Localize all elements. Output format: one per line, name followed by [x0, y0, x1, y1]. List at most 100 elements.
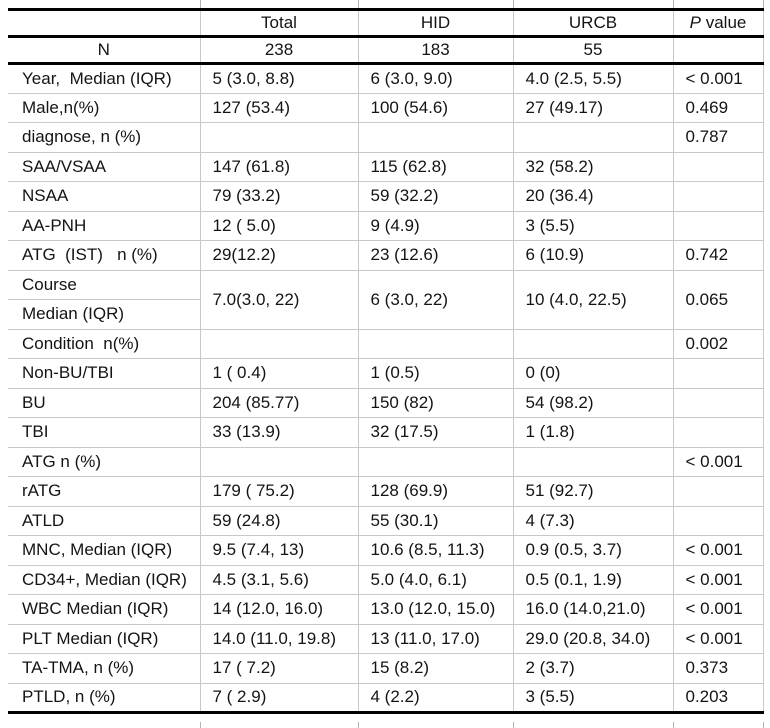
cell-hid: 1 (0.5)	[357, 358, 513, 389]
cell-hid: 23 (12.6)	[357, 240, 513, 271]
table-row: Year, Median (IQR) 5 (3.0, 8.8) 6 (3.0, 9.…	[8, 63, 764, 94]
cell-urcb: 0.9 (0.5, 3.7)	[512, 535, 673, 566]
cell-p-value: 0.065	[672, 270, 764, 330]
row-label-cell: PLT Median (IQR)	[8, 624, 200, 654]
cell-urcb: 4.0 (2.5, 5.5)	[512, 63, 673, 94]
gridline-tick-top	[513, 0, 514, 8]
table-row: MNC, Median (IQR) 9.5 (7.4, 13) 10.6 (8.5,…	[8, 535, 764, 566]
cell-total: 14 (12.0, 16.0)	[199, 594, 358, 625]
cell-p-value: 0.002	[672, 329, 764, 359]
cell-total	[199, 447, 358, 477]
row-label-cell: ATG (IST) n (%)	[8, 240, 200, 271]
cell-urcb: 27 (49.17)	[512, 93, 673, 123]
table-row: ATG n (%) < 0.001	[8, 447, 764, 477]
gridline-tick-bottom	[200, 722, 201, 728]
cell-p-value: < 0.001	[672, 594, 764, 625]
table-row: NSAA 79 (33.2) 59 (32.2) 20 (36.4)	[8, 181, 764, 212]
cell-total: 5 (3.0, 8.8)	[199, 63, 358, 94]
cell-p-value: 0.373	[672, 653, 764, 684]
cell-p-value: < 0.001	[672, 63, 764, 94]
cell-total: 127 (53.4)	[199, 93, 358, 123]
cell-hid: 55 (30.1)	[357, 506, 513, 536]
gridline-tick-bottom	[513, 722, 514, 728]
cell-urcb	[512, 447, 673, 477]
cell-p-value: 0.203	[672, 683, 764, 713]
cell-total: 59 (24.8)	[199, 506, 358, 536]
table-body: Year, Median (IQR) 5 (3.0, 8.8) 6 (3.0, 9.…	[8, 63, 764, 713]
cell-urcb: 3 (5.5)	[512, 683, 673, 713]
cell-p-value	[672, 506, 764, 536]
gridline-tick-bottom	[673, 722, 674, 728]
p-value-italic-p: P	[689, 13, 701, 32]
cell-p-value: < 0.001	[672, 565, 764, 595]
cell-hid: 5.0 (4.0, 6.1)	[357, 565, 513, 595]
table-row: ATG (IST) n (%) 29(12.2) 23 (12.6) 6 (10.9)…	[8, 240, 764, 271]
n-total-cell: 238	[199, 36, 358, 65]
row-label-cell: TA-TMA, n (%)	[8, 653, 200, 684]
gridline-tick-bottom	[358, 722, 359, 728]
cell-total: 12 ( 5.0)	[199, 211, 358, 241]
table-row: Male,n(%) 127 (53.4) 100 (54.6) 27 (49.17) 0…	[8, 93, 764, 123]
gridline-tick-bottom	[763, 722, 764, 728]
row-label-cell: BU	[8, 388, 200, 418]
cell-total: 9.5 (7.4, 13)	[199, 535, 358, 566]
cell-p-value	[672, 181, 764, 212]
table-row: Median (IQR)	[8, 299, 763, 330]
table-row: Non-BU/TBI 1 ( 0.4) 1 (0.5) 0 (0)	[8, 358, 764, 389]
table-row: Course 7.0(3.0, 22) 6 (3.0, 22) 10 (4.0, 22…	[8, 270, 764, 330]
cell-urcb: 4 (7.3)	[512, 506, 673, 536]
cell-urcb: 20 (36.4)	[512, 181, 673, 212]
n-p-value-cell	[672, 36, 764, 65]
cell-total: 1 ( 0.4)	[199, 358, 358, 389]
cell-total: 79 (33.2)	[199, 181, 358, 212]
cell-p-value: 0.469	[672, 93, 764, 123]
gridline-tick-top	[358, 0, 359, 8]
cell-hid: 128 (69.9)	[357, 476, 513, 507]
cell-urcb	[512, 329, 673, 359]
cell-total: 7 ( 2.9)	[199, 683, 358, 713]
cell-total: 33 (13.9)	[199, 417, 358, 448]
cell-total: 4.5 (3.1, 5.6)	[199, 565, 358, 595]
table-row: SAA/VSAA 147 (61.8) 115 (62.8) 32 (58.2)	[8, 152, 764, 182]
cell-p-value	[672, 152, 764, 182]
header-hid: HID	[357, 9, 513, 38]
cell-total: 147 (61.8)	[199, 152, 358, 182]
cell-hid: 13.0 (12.0, 15.0)	[357, 594, 513, 625]
cell-hid: 32 (17.5)	[357, 417, 513, 448]
table-row: PTLD, n (%) 7 ( 2.9) 4 (2.2) 3 (5.5) 0.203	[8, 683, 764, 713]
table-row: ATLD 59 (24.8) 55 (30.1) 4 (7.3)	[8, 506, 764, 536]
cell-p-value: < 0.001	[672, 447, 764, 477]
cell-total: 204 (85.77)	[199, 388, 358, 418]
row-label-cell: NSAA	[8, 181, 200, 212]
cell-total: 17 ( 7.2)	[199, 653, 358, 684]
cell-urcb: 16.0 (14.0,21.0)	[512, 594, 673, 625]
table-row: TA-TMA, n (%) 17 ( 7.2) 15 (8.2) 2 (3.7) 0.3…	[8, 653, 764, 684]
cell-hid	[357, 329, 513, 359]
row-label-cell: AA-PNH	[8, 211, 200, 241]
cell-hid: 10.6 (8.5, 11.3)	[357, 535, 513, 566]
cell-total	[199, 122, 358, 153]
cell-total	[199, 329, 358, 359]
cell-hid: 13 (11.0, 17.0)	[357, 624, 513, 654]
cell-urcb: 2 (3.7)	[512, 653, 673, 684]
header-row: Total HID URCB P value	[8, 9, 764, 38]
cell-p-value	[672, 388, 764, 418]
cell-hid: 9 (4.9)	[357, 211, 513, 241]
cell-p-value: 0.742	[672, 240, 764, 271]
n-hid-cell: 183	[357, 36, 513, 65]
row-label-cell: Median (IQR)	[8, 299, 200, 330]
cell-hid	[357, 122, 513, 153]
cell-urcb: 32 (58.2)	[512, 152, 673, 182]
row-label-cell: rATG	[8, 476, 200, 507]
cell-urcb: 6 (10.9)	[512, 240, 673, 271]
cell-hid: 6 (3.0, 9.0)	[357, 63, 513, 94]
row-label-cell: MNC, Median (IQR)	[8, 535, 200, 566]
cell-total: 179 ( 75.2)	[199, 476, 358, 507]
header-blank-cell	[8, 9, 200, 38]
cell-urcb: 3 (5.5)	[512, 211, 673, 241]
table-row: TBI 33 (13.9) 32 (17.5) 1 (1.8)	[8, 417, 764, 448]
cell-hid: 15 (8.2)	[357, 653, 513, 684]
cell-hid: 150 (82)	[357, 388, 513, 418]
row-label-cell: WBC Median (IQR)	[8, 594, 200, 625]
row-label-cell: SAA/VSAA	[8, 152, 200, 182]
